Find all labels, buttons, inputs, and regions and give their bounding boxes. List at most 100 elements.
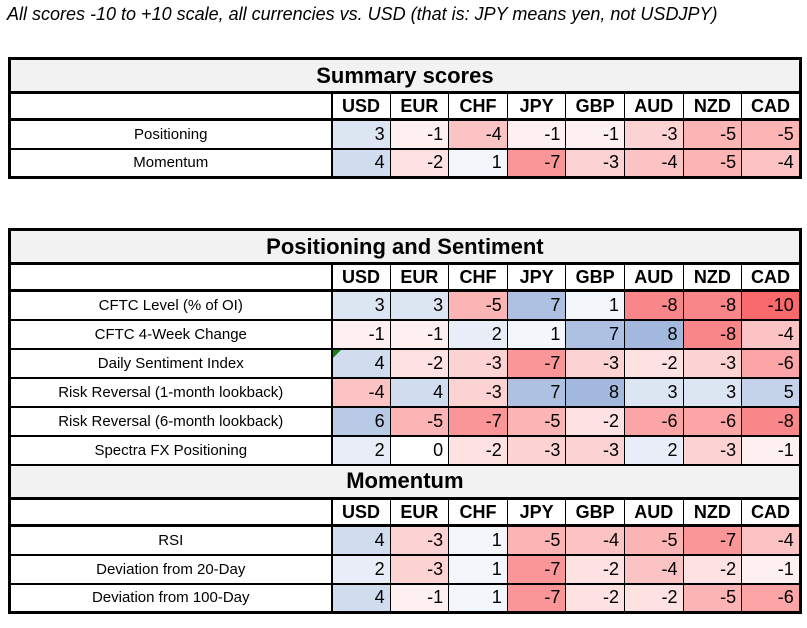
score-cell: -10 (741, 289, 801, 321)
table-row: RSI 4 -3 1 -5 -4 -5 -7 -4 (9, 524, 801, 556)
score-cell: -1 (741, 434, 801, 466)
column-header-gbp: GBP (565, 91, 625, 121)
score-cell: -1 (331, 318, 391, 350)
column-header-jpy: JPY (506, 91, 567, 121)
score-cell: -4 (623, 147, 684, 179)
score-cell: -2 (565, 405, 625, 437)
table-row: Risk Reversal (1-month lookback) -4 4 -3 7 8 3… (9, 376, 801, 408)
score-cell: 4 (331, 147, 391, 179)
score-cell: 4 (331, 347, 391, 379)
score-cell: -2 (565, 582, 625, 614)
table-row: CFTC 4-Week Change -1 -1 2 1 7 8 -8 -4 (9, 318, 801, 350)
column-header-aud: AUD (623, 91, 684, 121)
column-header-usd: USD (331, 497, 391, 527)
score-cell: 0 (389, 434, 450, 466)
row-label: Daily Sentiment Index (9, 347, 333, 379)
score-cell: 4 (331, 524, 391, 556)
score-cell: 1 (448, 147, 508, 179)
column-header-gbp: GBP (565, 497, 625, 527)
score-cell: -5 (448, 289, 508, 321)
table-row: Spectra FX Positioning 2 0 -2 -3 -3 2 -3 -1 (9, 434, 801, 466)
table-row: Momentum 4 -2 1 -7 -3 -4 -5 -4 (9, 147, 801, 179)
row-label: CFTC Level (% of OI) (9, 289, 333, 321)
row-label: Positioning (9, 118, 333, 150)
score-cell: -2 (682, 553, 743, 585)
score-cell: -2 (389, 147, 450, 179)
score-cell: -5 (506, 405, 567, 437)
score-cell: -4 (565, 524, 625, 556)
column-header-cad: CAD (741, 91, 801, 121)
score-cell: -5 (682, 582, 743, 614)
score-cell: -3 (565, 434, 625, 466)
score-cell: 1 (565, 289, 625, 321)
corner-cell (9, 91, 333, 121)
detail-scores-table: Positioning and Sentiment USD EUR CHF JPY GBP… (8, 228, 802, 614)
column-header-eur: EUR (389, 497, 450, 527)
cell-error-flag-icon (332, 350, 341, 358)
row-label: Risk Reversal (6-month lookback) (9, 405, 333, 437)
score-cell: -3 (565, 147, 625, 179)
score-cell: -3 (389, 553, 450, 585)
score-cell: -3 (389, 524, 450, 556)
column-header-chf: CHF (448, 91, 508, 121)
score-cell: -8 (623, 289, 684, 321)
score-cell: 4 (331, 582, 391, 614)
score-cell: 3 (331, 118, 391, 150)
section-title-positioning-sentiment: Positioning and Sentiment (9, 228, 801, 265)
score-cell: -4 (741, 147, 801, 179)
score-cell: -5 (506, 524, 567, 556)
score-cell: -3 (682, 347, 743, 379)
summary-scores-table: Summary scores USD EUR CHF JPY GBP AUD NZD CAD Po… (8, 57, 802, 179)
column-header-aud: AUD (623, 497, 684, 527)
score-cell: -1 (389, 118, 450, 150)
row-label: Momentum (9, 147, 333, 179)
score-cell: -8 (741, 405, 801, 437)
score-cell: -2 (623, 582, 684, 614)
corner-cell (9, 497, 333, 527)
score-cell: -3 (623, 118, 684, 150)
score-cell: -4 (623, 553, 684, 585)
score-cell: -7 (506, 347, 567, 379)
column-header-gbp: GBP (565, 262, 625, 292)
score-cell: -2 (389, 347, 450, 379)
corner-cell (9, 262, 333, 292)
score-cell: 7 (506, 376, 567, 408)
score-cell: -6 (741, 582, 801, 614)
score-cell: -3 (506, 434, 567, 466)
score-cell: -4 (331, 376, 391, 408)
row-label: Deviation from 20-Day (9, 553, 333, 585)
score-cell: -4 (741, 524, 801, 556)
score-cell: -4 (448, 118, 508, 150)
table-row: Positioning 3 -1 -4 -1 -1 -3 -5 -5 (9, 118, 801, 150)
score-cell: -6 (623, 405, 684, 437)
score-cell: 8 (623, 318, 684, 350)
section-title-momentum: Momentum (9, 463, 801, 500)
score-cell: -7 (506, 582, 567, 614)
score-cell: 3 (389, 289, 450, 321)
score-cell: 2 (331, 434, 391, 466)
score-cell: -6 (741, 347, 801, 379)
row-label: Spectra FX Positioning (9, 434, 333, 466)
summary-scores-body: Summary scores USD EUR CHF JPY GBP AUD NZD CAD Po… (9, 57, 801, 179)
score-cell: 6 (331, 405, 391, 437)
row-label: CFTC 4-Week Change (9, 318, 333, 350)
column-header-jpy: JPY (506, 497, 567, 527)
score-cell: -7 (506, 147, 567, 179)
score-cell: -1 (506, 118, 567, 150)
score-cell: -8 (682, 289, 743, 321)
column-header-chf: CHF (448, 262, 508, 292)
column-header-row: USD EUR CHF JPY GBP AUD NZD CAD (9, 262, 801, 292)
score-cell: -3 (682, 434, 743, 466)
score-cell: -5 (682, 118, 743, 150)
column-header-eur: EUR (389, 91, 450, 121)
column-header-eur: EUR (389, 262, 450, 292)
score-cell: 4 (389, 376, 450, 408)
table-row: Risk Reversal (6-month lookback) 6 -5 -7 -5-… (9, 405, 801, 437)
score-cell: -3 (448, 376, 508, 408)
score-cell: -7 (448, 405, 508, 437)
score-cell: -1 (565, 118, 625, 150)
section-banner-row: Positioning and Sentiment (9, 228, 801, 265)
score-cell: 1 (506, 318, 567, 350)
score-cell: -2 (565, 553, 625, 585)
score-cell: 2 (448, 318, 508, 350)
